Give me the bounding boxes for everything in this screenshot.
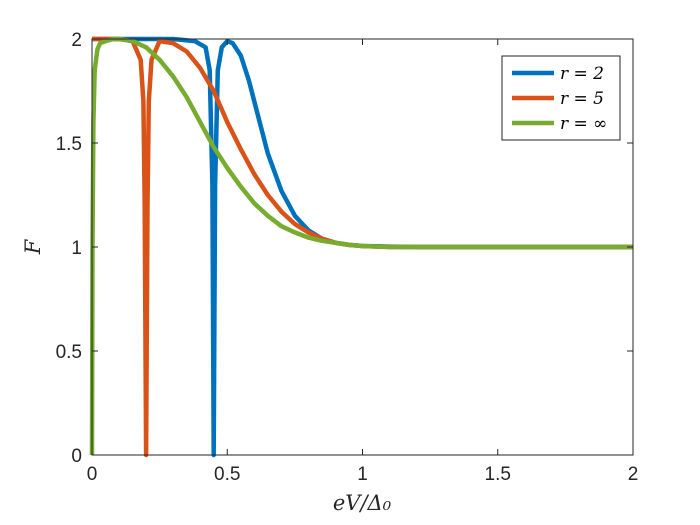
series-line-3 <box>89 36 633 456</box>
series-layer <box>89 36 633 458</box>
legend-entry-1: r = 2 <box>560 64 604 84</box>
x-tick-label: 0 <box>87 464 98 485</box>
y-tick-label: 1 <box>71 238 82 259</box>
x-tick-label: 1 <box>357 464 368 485</box>
y-axis-label: F <box>21 238 45 255</box>
y-tick-label: 0.5 <box>56 342 82 363</box>
tick-layer: 0 0.5 1 1.5 2 0 0.5 1 1.5 2 <box>56 30 639 485</box>
legend: r = 2 r = 5 r = ∞ <box>501 55 621 141</box>
x-axis-label: eV/Δ₀ <box>333 491 392 515</box>
legend-entry-3: r = ∞ <box>560 114 607 134</box>
legend-entry-2: r = 5 <box>560 89 604 109</box>
y-tick-label: 1.5 <box>56 134 82 155</box>
y-tick-label: 2 <box>71 30 82 51</box>
y-tick-label: 0 <box>71 446 82 467</box>
x-tick-label: 0.5 <box>214 464 240 485</box>
x-tick-label: 2 <box>628 464 639 485</box>
x-tick-label: 1.5 <box>485 464 511 485</box>
